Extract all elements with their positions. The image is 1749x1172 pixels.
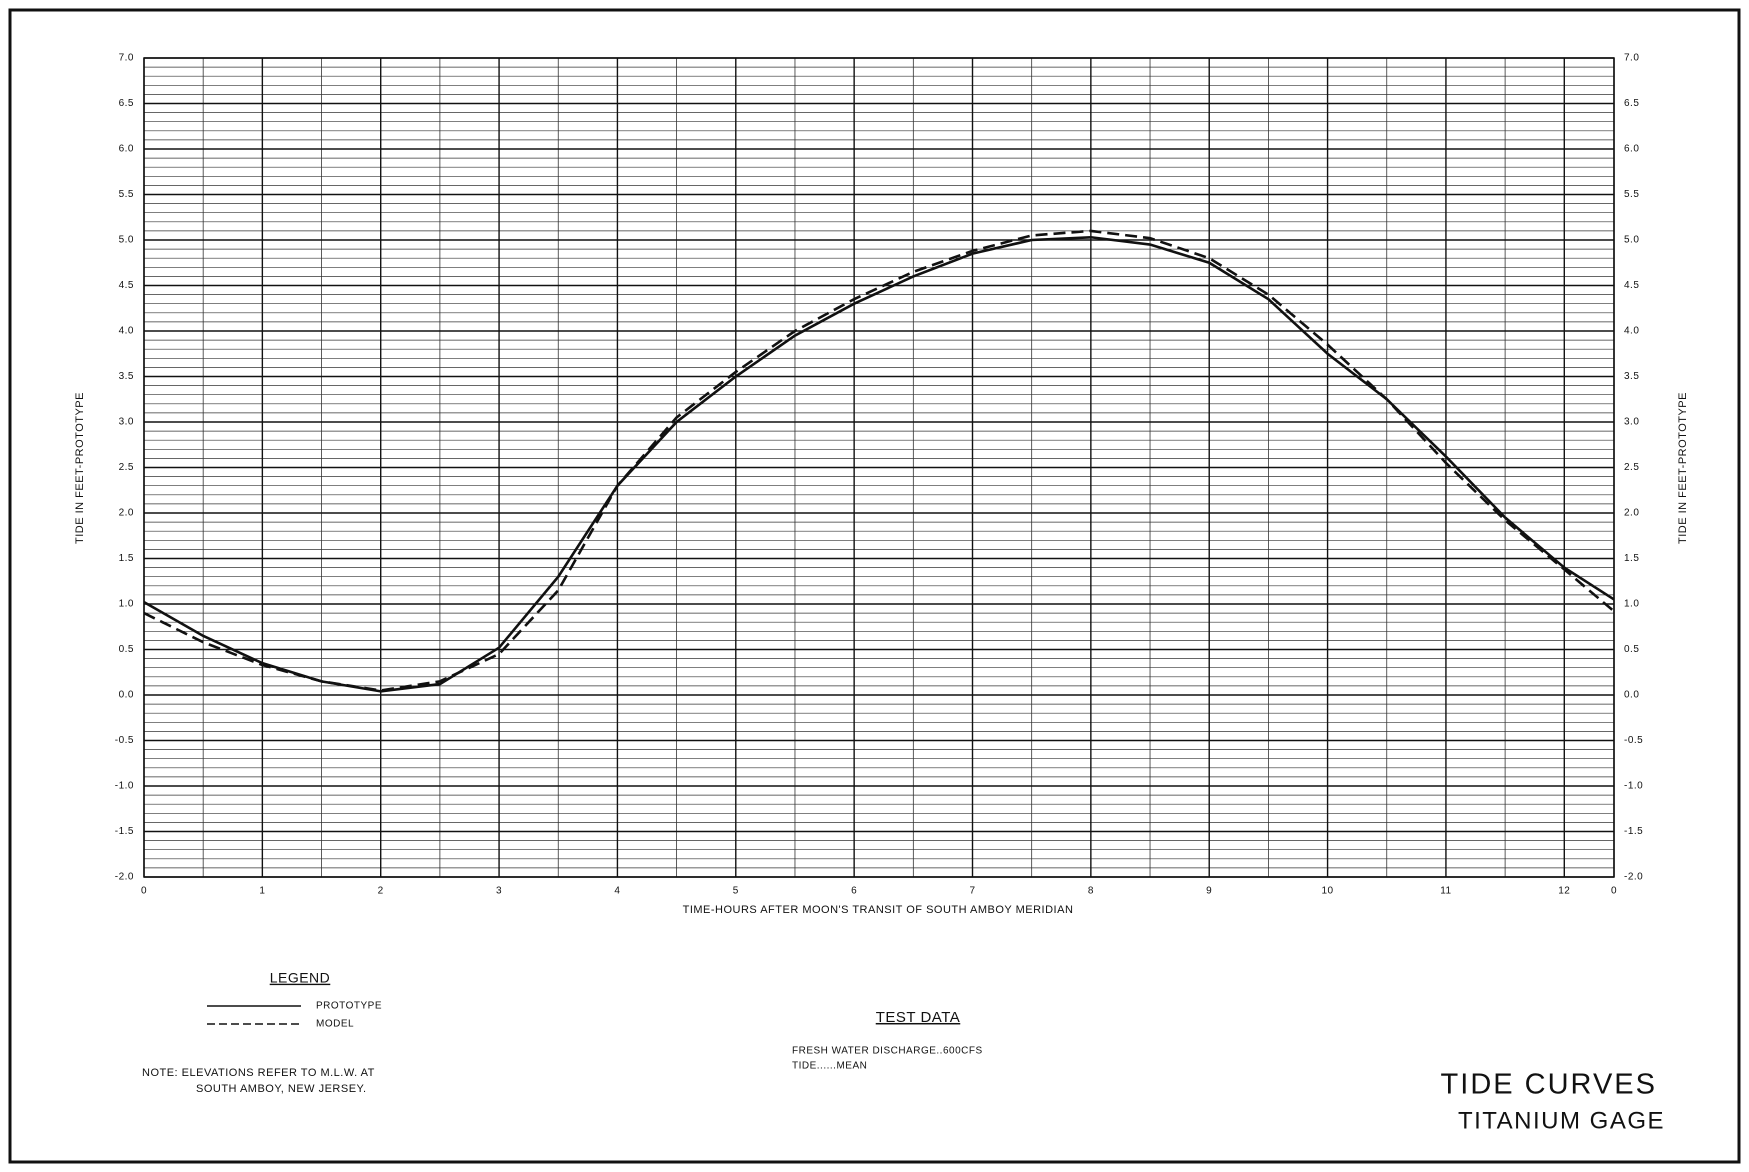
y-tick-label: 0.5 <box>119 644 134 655</box>
x-tick-label: 3 <box>496 886 502 897</box>
y-tick-label: -1.0 <box>115 781 134 792</box>
x-axis-label: TIME-HOURS AFTER MOON'S TRANSIT OF SOUTH… <box>683 904 1074 916</box>
y2-tick-label: 4.0 <box>1624 326 1639 337</box>
x-tick-label: 1 <box>259 886 265 897</box>
y-tick-label: 1.5 <box>119 553 134 564</box>
y2-tick-label: 3.5 <box>1624 371 1639 382</box>
y-tick-label: 7.0 <box>119 53 134 64</box>
y-axis-label: TIDE IN FEET-PROTOTYPE <box>74 392 86 544</box>
y2-tick-label: 3.0 <box>1624 417 1639 428</box>
y2-tick-label: 0.5 <box>1624 644 1639 655</box>
y2-tick-label: -0.5 <box>1624 735 1643 746</box>
x-tick-label: 12 <box>1558 886 1570 897</box>
x-tick-label: 0 <box>1611 886 1617 897</box>
y-tick-label: 5.5 <box>119 189 134 200</box>
x-tick-label: 9 <box>1206 886 1212 897</box>
chart-subtitle: TITANIUM GAGE <box>1458 1107 1665 1134</box>
y2-tick-label: 2.5 <box>1624 462 1639 473</box>
y-tick-label: 2.0 <box>119 508 134 519</box>
legend-title: LEGEND <box>270 970 331 986</box>
y-tick-label: 3.5 <box>119 371 134 382</box>
y2-tick-label: -1.5 <box>1624 826 1643 837</box>
y2-tick-label: 7.0 <box>1624 53 1639 64</box>
frame <box>8 8 1741 1164</box>
y-tick-label: 2.5 <box>119 462 134 473</box>
x-tick-label: 10 <box>1322 886 1334 897</box>
x-tick-label: 8 <box>1088 886 1094 897</box>
y2-tick-label: 5.5 <box>1624 189 1639 200</box>
y2-tick-label: 5.0 <box>1624 235 1639 246</box>
y2-axis-label: TIDE IN FEET-PROTOTYPE <box>1677 392 1689 544</box>
plot-border <box>143 57 1615 878</box>
y-tick-label: 4.5 <box>119 280 134 291</box>
note-line: NOTE: ELEVATIONS REFER TO M.L.W. AT <box>142 1067 375 1079</box>
x-tick-label: 6 <box>851 886 857 897</box>
y-tick-label: 1.0 <box>119 599 134 610</box>
series-line <box>143 229 1615 692</box>
y2-tick-label: 4.5 <box>1624 280 1639 291</box>
test-data-line: FRESH WATER DISCHARGE..600CFS <box>792 1046 983 1057</box>
y-tick-label: 0.0 <box>119 690 134 701</box>
y2-tick-label: 2.0 <box>1624 508 1639 519</box>
x-tick-label: 0 <box>141 886 147 897</box>
legend-label: MODEL <box>316 1019 354 1030</box>
test-data-line: TIDE......MEAN <box>792 1061 867 1072</box>
y-tick-label: -2.0 <box>115 872 134 883</box>
x-tick-label: 11 <box>1440 886 1451 897</box>
y2-tick-label: -2.0 <box>1624 872 1643 883</box>
y-tick-label: 6.0 <box>119 144 134 155</box>
x-tick-label: 2 <box>378 886 384 897</box>
x-tick-label: 7 <box>969 886 975 897</box>
x-tick-label: 5 <box>733 886 739 897</box>
test-data-title: TEST DATA <box>876 1009 961 1026</box>
note-line: SOUTH AMBOY, NEW JERSEY. <box>196 1083 367 1095</box>
chart-title: TIDE CURVES <box>1441 1069 1657 1101</box>
legend-label: PROTOTYPE <box>316 1001 382 1012</box>
y2-tick-label: 1.0 <box>1624 599 1639 610</box>
y2-tick-label: 6.5 <box>1624 98 1639 109</box>
y-tick-label: 6.5 <box>119 98 134 109</box>
y2-tick-label: -1.0 <box>1624 781 1643 792</box>
x-tick-label: 4 <box>614 886 620 897</box>
y-tick-label: 4.0 <box>119 326 134 337</box>
y-tick-label: -0.5 <box>115 735 134 746</box>
y-tick-label: -1.5 <box>115 826 134 837</box>
series-line <box>143 235 1615 693</box>
y-tick-label: 5.0 <box>119 235 134 246</box>
y-tick-label: 3.0 <box>119 417 134 428</box>
y2-tick-label: 1.5 <box>1624 553 1639 564</box>
y2-tick-label: 0.0 <box>1624 690 1639 701</box>
y2-tick-label: 6.0 <box>1624 144 1639 155</box>
